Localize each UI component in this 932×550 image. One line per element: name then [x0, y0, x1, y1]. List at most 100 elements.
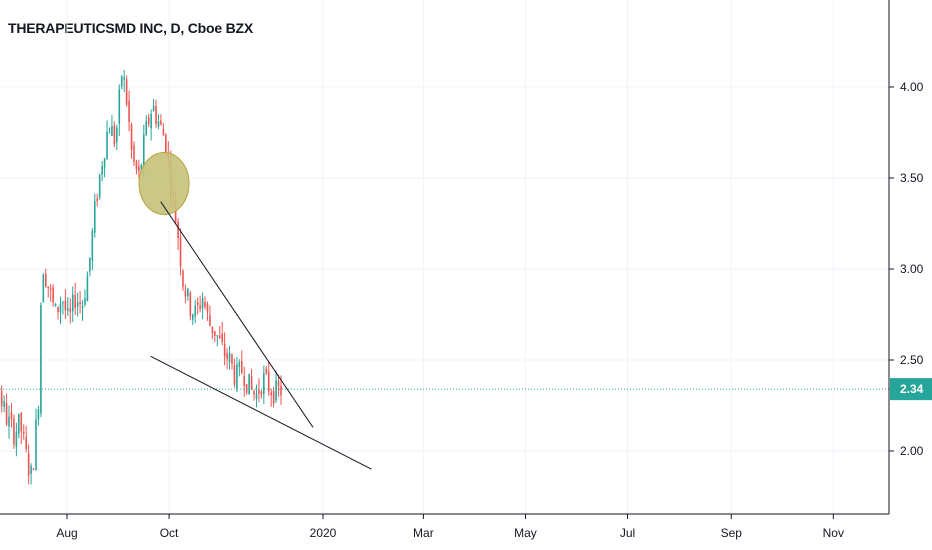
time-tick-label: Oct: [160, 526, 179, 540]
candle-body: [10, 412, 13, 420]
candle-body: [177, 221, 179, 239]
candle-body: [62, 302, 64, 304]
candle-body: [40, 305, 42, 414]
drawings[interactable]: [0, 151, 889, 470]
time-tick-label: Mar: [413, 526, 434, 540]
candle-body: [196, 302, 199, 306]
candle-body: [8, 416, 10, 427]
candle-body: [116, 127, 118, 143]
candle-body: [258, 389, 260, 394]
candle-body: [135, 161, 138, 170]
price-tick-label: 3.00: [900, 262, 924, 276]
candle-body: [150, 113, 152, 129]
candle-body: [81, 306, 84, 309]
candle-body: [209, 315, 211, 326]
time-tick-label: Sep: [721, 526, 743, 540]
time-tick-label: May: [514, 526, 537, 540]
price-tick-label: 2.50: [900, 353, 924, 367]
candle-body: [231, 354, 233, 364]
candle-body: [67, 308, 69, 311]
candle-body: [223, 343, 226, 357]
candle-body: [243, 376, 246, 386]
last-price-tag-bg: [890, 378, 932, 401]
candle-body: [194, 305, 197, 317]
candle-body: [118, 89, 121, 125]
candle-body: [199, 305, 201, 310]
last-price-tag: 2.34: [890, 378, 932, 401]
candle-body: [201, 298, 204, 309]
candle-body: [101, 166, 103, 175]
candle-body: [98, 174, 101, 198]
chart-title: THERAPEUTICSMD INC, D, Cboe BZX: [8, 20, 254, 36]
candle-body: [93, 201, 96, 233]
candle-body: [18, 413, 20, 434]
candle-body: [147, 117, 150, 125]
candle-body: [206, 304, 209, 312]
candle-body: [106, 131, 108, 159]
candle-body: [162, 129, 165, 136]
candle-body: [240, 361, 243, 373]
candle-body: [27, 453, 30, 476]
candle-body: [187, 288, 189, 297]
grid-lines: [0, 0, 889, 514]
candle-body: [189, 292, 192, 317]
candle-body: [238, 362, 241, 368]
candle-body: [128, 100, 130, 123]
candle-body: [184, 290, 187, 297]
candle-body: [218, 335, 221, 338]
candle-body: [22, 431, 25, 434]
candle-body: [138, 166, 140, 172]
candle-body: [3, 401, 5, 407]
candle-body: [35, 419, 37, 470]
price-axis[interactable]: 4.00 3.50 3.00 2.50 2.00: [889, 80, 924, 458]
candle-body: [228, 353, 231, 363]
time-tick-label: Nov: [823, 526, 844, 540]
candle-body: [250, 376, 253, 389]
candle-body: [221, 333, 223, 343]
candle-body: [255, 393, 258, 399]
candle-body: [236, 364, 238, 389]
candle-body: [84, 298, 86, 305]
candle-body: [277, 381, 280, 387]
candle-body: [253, 390, 255, 395]
last-price-tag-label: 2.34: [900, 382, 924, 396]
candle-body: [155, 106, 157, 125]
candle-body: [280, 385, 282, 396]
candle-body: [5, 403, 8, 425]
candle-body: [71, 294, 74, 312]
candle-body: [69, 308, 72, 312]
time-axis[interactable]: Aug Oct 2020 Mar May Jul Sep Nov: [56, 514, 844, 540]
candle-body: [140, 164, 143, 171]
candle-body: [25, 437, 27, 450]
candle-body: [267, 371, 270, 392]
candle-body: [265, 368, 268, 373]
candle-body: [145, 120, 148, 135]
candle-body: [263, 373, 265, 395]
candle-body: [248, 373, 250, 395]
upper-trendline[interactable]: [160, 201, 314, 428]
candle-body: [270, 392, 272, 396]
candle-body: [32, 469, 35, 471]
candle-body: [191, 314, 194, 320]
candle-body: [157, 121, 160, 127]
candle-body: [91, 230, 94, 261]
candle-body: [216, 335, 219, 337]
highlight-ellipse[interactable]: [138, 151, 190, 215]
candle-body: [272, 390, 275, 404]
candle-body: [260, 391, 263, 395]
candle-body: [160, 120, 162, 125]
candle-body: [96, 198, 99, 202]
lower-trendline[interactable]: [150, 355, 372, 470]
candle-body: [214, 331, 216, 336]
candle-body: [245, 384, 248, 393]
candle-body: [54, 303, 57, 307]
candle-body: [79, 302, 81, 305]
candle-body: [76, 302, 79, 307]
candle-body: [20, 413, 23, 432]
candles: [0, 69, 282, 485]
candle-body: [165, 134, 167, 153]
price-tick-label: 3.50: [900, 171, 924, 185]
candle-body: [13, 418, 15, 445]
candle-body: [130, 124, 133, 150]
